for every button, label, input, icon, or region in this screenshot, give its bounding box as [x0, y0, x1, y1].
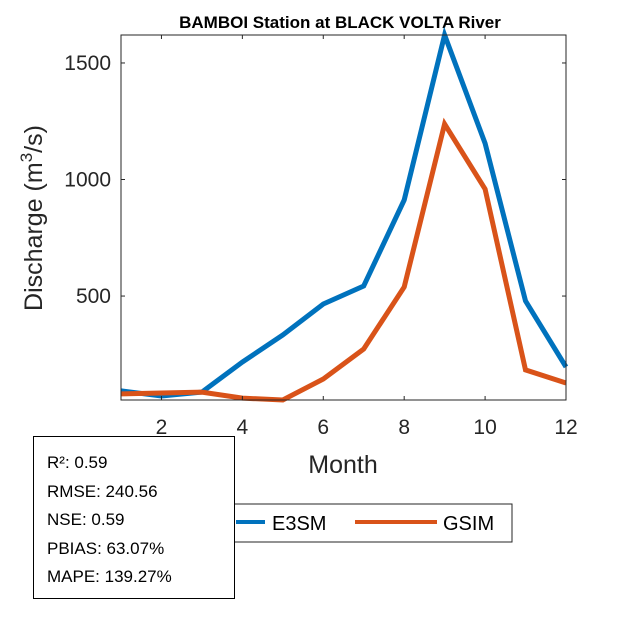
stat-r2: R²: 0.59 — [47, 453, 108, 472]
series-line-gsim — [120, 117, 567, 403]
legend-label-e3sm: E3SM — [272, 513, 326, 535]
x-axis-title: Month — [308, 451, 377, 479]
x-tick-label: 6 — [317, 416, 329, 439]
axes-box — [120, 34, 567, 401]
x-tick-label: 8 — [398, 416, 410, 439]
legend: E3SM GSIM — [199, 503, 513, 543]
x-tick-label: 2 — [156, 416, 168, 439]
y-axis: 500 1000 1500 — [64, 52, 566, 308]
stat-mape: MAPE: 139.27% — [47, 567, 172, 586]
plot-area — [121, 35, 566, 400]
series-layer — [120, 26, 569, 403]
x-axis: 2 4 6 8 10 12 — [156, 35, 578, 439]
x-tick-label: 12 — [554, 416, 577, 439]
y-axis-title: Discharge (m3/s) — [17, 125, 48, 311]
plot-background — [121, 35, 566, 400]
stat-nse: NSE: 0.59 — [47, 510, 125, 529]
x-tick-label: 10 — [473, 416, 496, 439]
chart-title: BAMBOI Station at BLACK VOLTA River — [179, 13, 501, 32]
y-tick-label: 1000 — [64, 169, 111, 192]
stat-rmse: RMSE: 240.56 — [47, 481, 158, 501]
stats-box: R²: 0.59 RMSE: 240.56 NSE: 0.59 PBIAS: 6… — [33, 436, 235, 599]
x-tick-label: 4 — [237, 416, 249, 439]
y-tick-label: 1500 — [64, 52, 111, 75]
y-tick-label: 500 — [76, 285, 111, 308]
legend-label-gsim: GSIM — [443, 513, 494, 535]
stat-pbias: PBIAS: 63.07% — [47, 538, 165, 558]
